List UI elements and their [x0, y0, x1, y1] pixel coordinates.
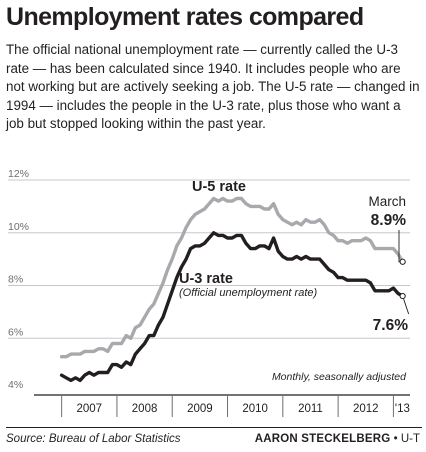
- end-month-label: March: [368, 194, 406, 209]
- intro-text: The official national unemployment rate …: [6, 42, 420, 132]
- y-tick-label: 8%: [8, 274, 23, 286]
- x-tick-label: 2008: [132, 403, 158, 415]
- label-layer: U-5 rate U-3 rate (Official unemployment…: [179, 179, 408, 383]
- series-label-u5: U-5 rate: [192, 179, 246, 195]
- y-tick-label: 4%: [8, 379, 23, 391]
- grid-layer: [8, 179, 410, 339]
- x-tick-label: 2012: [353, 403, 379, 415]
- y-tick-label: 10%: [8, 221, 29, 233]
- series-line-u5: [59, 196, 405, 359]
- chart-title: Unemployment rates compared: [6, 3, 364, 31]
- y-tick-label: 12%: [8, 168, 29, 180]
- x-tick-label: 2007: [76, 403, 102, 415]
- x-axis: 2007 2008 2009 2010 2011 2012 '13: [34, 394, 410, 417]
- y-tick-labels: 4% 6% 8% 10% 12%: [8, 168, 29, 391]
- end-value-u3: 7.6%: [373, 317, 409, 334]
- source-note: Source: Bureau of Labor Statistics: [6, 433, 181, 445]
- unemployment-line-chart: 4% 6% 8% 10% 12% 2007 2008 2009 2010 2011 2012 '13…: [8, 168, 410, 417]
- credit-name: AARON STECKELBERG: [254, 433, 391, 445]
- x-tick-label: 2009: [187, 403, 213, 415]
- credit-separator: •: [390, 433, 401, 445]
- series-line-u3: [59, 231, 405, 383]
- chart-note: Monthly, seasonally adjusted: [272, 371, 407, 383]
- x-tick-label: '13: [395, 403, 410, 415]
- series-layer: [59, 196, 410, 383]
- end-marker-u3: [399, 292, 406, 300]
- footer-rule: [6, 427, 422, 428]
- series-subtitle-u3: (Official unemployment rate): [179, 287, 317, 299]
- leader-line-u3: [403, 298, 410, 315]
- x-tick-label: 2010: [242, 403, 268, 415]
- end-marker-u5: [399, 258, 406, 265]
- y-tick-label: 6%: [8, 326, 23, 338]
- credit-line: AARON STECKELBERG • U-T: [255, 433, 420, 445]
- credit-org: U-T: [400, 433, 420, 445]
- series-label-u3: U-3 rate: [179, 271, 233, 287]
- x-tick-label: 2011: [298, 403, 323, 415]
- end-value-u5: 8.9%: [371, 212, 407, 229]
